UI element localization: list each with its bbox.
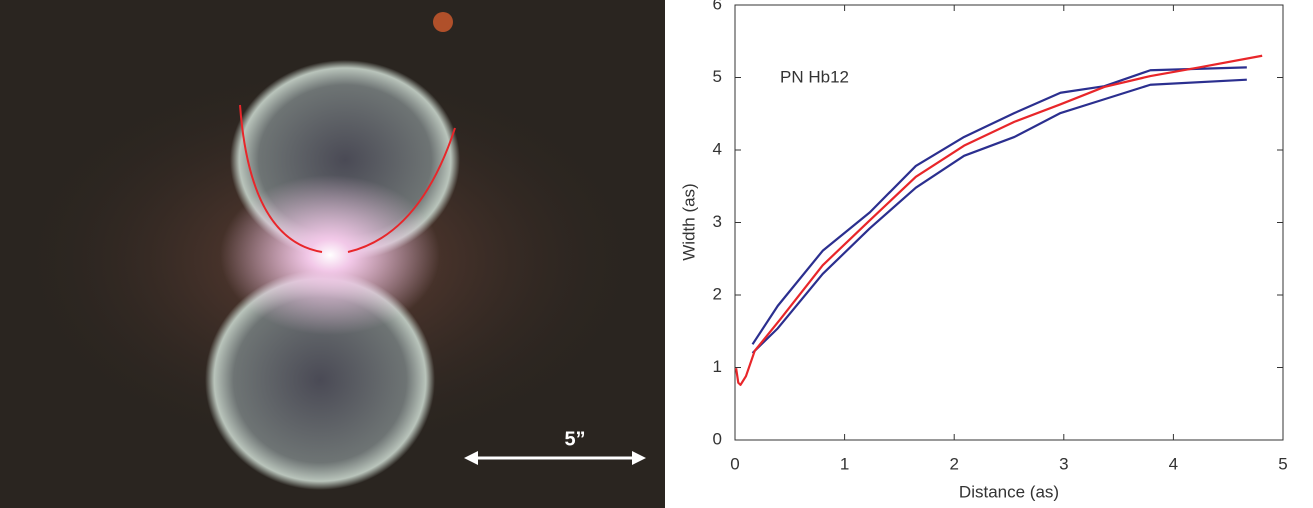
y-tick-label: 0 (713, 429, 722, 448)
plot: PN Hb12 Distance (as) Width (as) 0 1 2 3 4 5 0… (679, 0, 1287, 501)
y-tick-label: 6 (713, 0, 722, 13)
x-tick-label: 2 (949, 454, 958, 473)
y-tick-label: 5 (713, 67, 722, 86)
series-line (735, 54, 1263, 386)
y-tick-label: 4 (713, 139, 722, 158)
y-tick-label: 3 (713, 212, 722, 231)
x-tick-label: 4 (1169, 454, 1178, 473)
x-tick-label: 5 (1278, 454, 1287, 473)
y-tick-label: 2 (713, 284, 722, 303)
nebula-image: 5” (0, 0, 665, 508)
x-tick-label: 0 (730, 454, 739, 473)
x-tick-label: 1 (840, 454, 849, 473)
series-line (751, 66, 1247, 345)
y-axis-label: Width (as) (679, 183, 698, 260)
scale-label: 5” (564, 428, 585, 450)
y-tick-label: 1 (713, 357, 722, 376)
series-line (751, 78, 1247, 354)
x-axis-label: Distance (as) (959, 482, 1059, 501)
annotation: PN Hb12 (780, 67, 849, 86)
x-tick-label: 3 (1059, 454, 1068, 473)
